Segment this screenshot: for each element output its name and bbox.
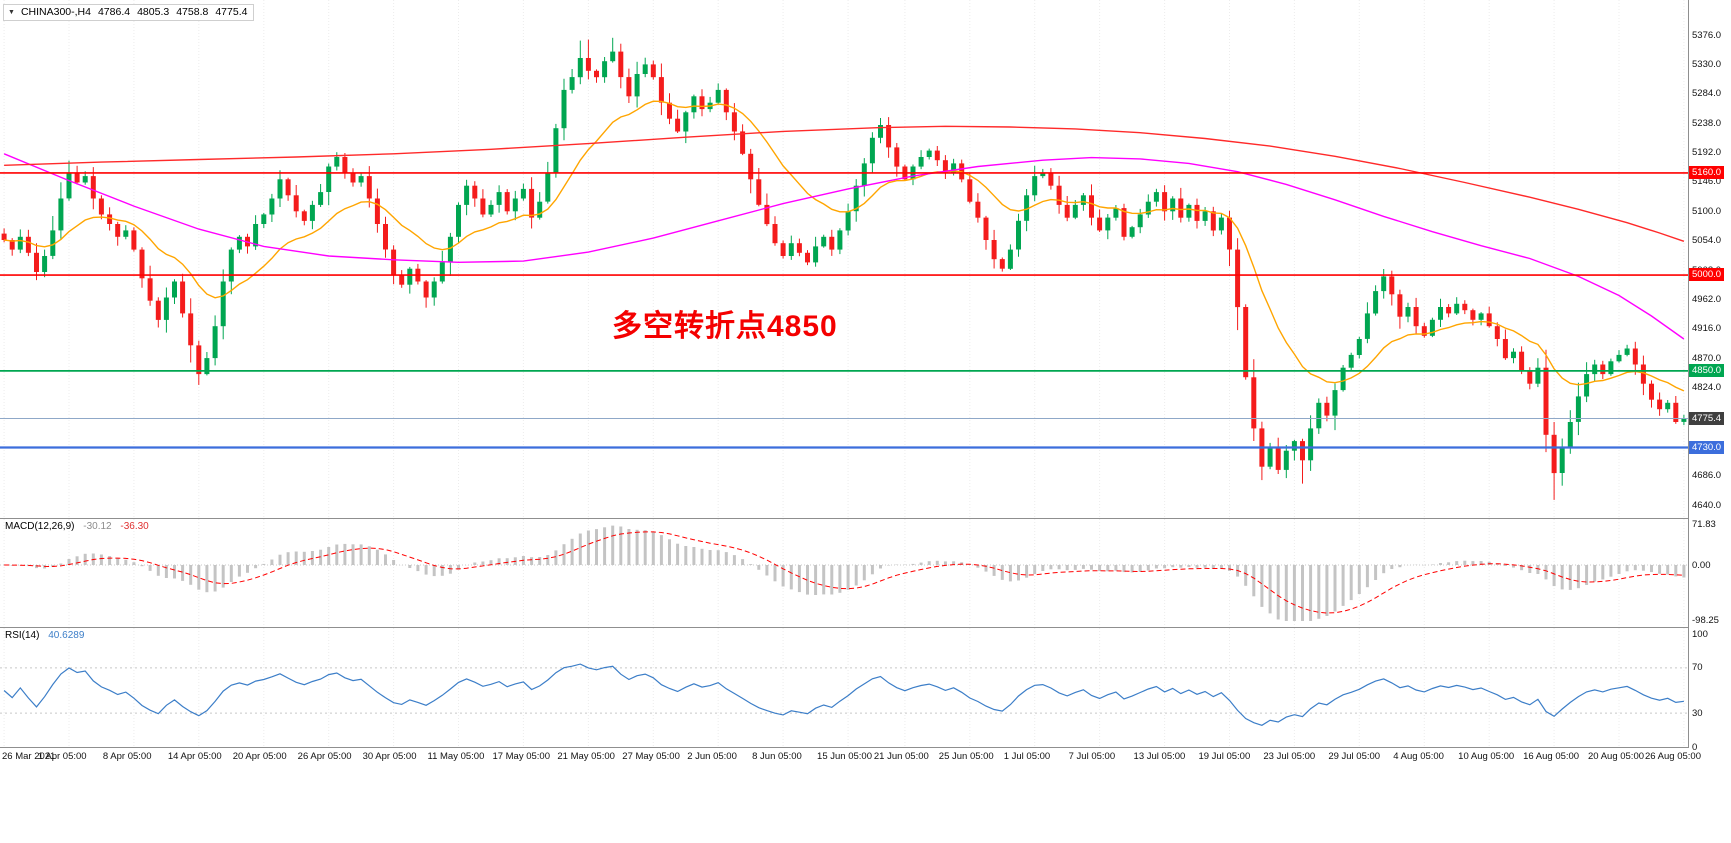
level-price-label: 4850.0 xyxy=(1689,363,1725,377)
rsi-tick-label: 100 xyxy=(1692,628,1708,640)
time-axis-label: 10 Aug 05:00 xyxy=(1458,751,1515,762)
macd-tick-label: 71.83 xyxy=(1692,519,1716,531)
time-axis-label: 8 Jun 05:00 xyxy=(752,751,802,762)
grid-lines xyxy=(3,519,1685,627)
time-axis-label: 16 Aug 05:00 xyxy=(1523,751,1580,762)
rsi-timeaxis-divider xyxy=(0,747,1688,748)
price-tick-label: 5192.0 xyxy=(1692,147,1722,158)
current-price-label: 4775.4 xyxy=(1689,411,1725,425)
time-axis-label: 23 Jul 05:00 xyxy=(1263,751,1316,762)
time-axis-label: 8 Apr 05:00 xyxy=(102,751,152,762)
symbol-dropdown-icon[interactable]: ▼ xyxy=(8,8,15,16)
time-axis[interactable]: 26 Mar 2021 1 Apr 05:00 8 Apr 05:00 14 Apr … xyxy=(0,748,1701,768)
price-tick-label: 4870.0 xyxy=(1692,352,1722,364)
time-axis-label: 26 Apr 05:00 xyxy=(297,751,352,762)
time-axis-label: 1 Jul 05:00 xyxy=(1003,751,1051,762)
time-axis-label: 25 Jun 05:00 xyxy=(938,751,994,762)
macd-histogram xyxy=(10,525,1686,621)
grid-lines xyxy=(3,628,1685,747)
symbol-header[interactable]: ▼ CHINA300-,H4 4786.4 4805.3 4758.8 4775… xyxy=(3,4,255,21)
ma-mid-line[interactable] xyxy=(3,153,1685,340)
level-price-label: 4730.0 xyxy=(1689,440,1725,454)
grid-lines xyxy=(3,0,1685,518)
time-axis-label: 26 Aug 05:00 xyxy=(1645,751,1701,762)
time-axis-label: 13 Jul 05:00 xyxy=(1133,751,1186,762)
ma-fast-line[interactable] xyxy=(4,100,1685,392)
price-tick-label: 4640.0 xyxy=(1692,499,1722,511)
rsi-indicator-label: RSI(14) 40.6289 xyxy=(5,630,84,641)
price-tick-label: 5238.0 xyxy=(1692,117,1722,129)
ohlc-high: 4805.3 xyxy=(137,6,170,18)
time-axis-label: 7 Jul 05:00 xyxy=(1068,751,1116,762)
price-tick-label: 4824.0 xyxy=(1692,382,1722,393)
time-axis-label: 17 May 05:00 xyxy=(492,751,551,762)
main-chart-canvas[interactable] xyxy=(0,0,1688,518)
macd-chart-canvas[interactable] xyxy=(0,519,1688,627)
level-price-label: 5160.0 xyxy=(1689,165,1725,179)
time-axis-label: 21 May 05:00 xyxy=(557,751,615,762)
rsi-chart-canvas[interactable] xyxy=(0,628,1688,747)
time-axis-label: 26 Mar 2021 xyxy=(2,751,56,762)
price-tick-label: 5054.0 xyxy=(1692,235,1722,247)
rsi-line[interactable] xyxy=(3,663,1684,726)
macd-tick-label: 0.00 xyxy=(1692,559,1711,571)
price-tick-label: 5376.0 xyxy=(1692,29,1722,41)
time-axis-label: 20 Aug 05:00 xyxy=(1588,751,1645,762)
price-tick-label: 4962.0 xyxy=(1692,293,1722,305)
candlesticks xyxy=(1,37,1687,500)
price-axis-divider xyxy=(1688,0,1689,748)
rsi-value-axis[interactable]: 100 70 30 0 xyxy=(1689,628,1731,753)
chart-annotation-text: 多空转折点4850 xyxy=(612,310,838,343)
price-tick-label: 4916.0 xyxy=(1692,323,1722,335)
rsi-tick-label: 0 xyxy=(1692,741,1698,753)
time-axis-label: 14 Apr 05:00 xyxy=(167,751,222,762)
price-tick-label: 5330.0 xyxy=(1692,58,1722,70)
time-axis-label: 21 Jun 05:00 xyxy=(873,751,929,762)
ohlc-close: 4775.4 xyxy=(215,6,248,18)
time-axis-label: 2 Jun 05:00 xyxy=(687,751,737,762)
time-axis-label: 11 May 05:00 xyxy=(427,751,485,762)
macd-tick-label: -98.25 xyxy=(1692,614,1719,626)
symbol-title: CHINA300-,H4 xyxy=(20,6,91,18)
time-axis-label: 15 Jun 05:00 xyxy=(817,751,872,762)
price-tick-label: 5146.0 xyxy=(1692,176,1722,188)
ohlc-low: 4758.8 xyxy=(176,6,209,18)
macd-value-axis[interactable]: 71.83 0.00 -98.25 xyxy=(1689,519,1731,627)
ma-slow-line[interactable] xyxy=(4,125,1685,242)
rsi-value: 40.6289 xyxy=(48,630,85,641)
time-axis-label: 30 Apr 05:00 xyxy=(362,751,417,762)
main-price-axis[interactable]: 5376.0 5330.0 5284.0 5238.0 5192.0 5146.0 5100… xyxy=(1689,0,1731,518)
time-axis-label: 29 Jul 05:00 xyxy=(1328,751,1381,762)
time-axis-label: 20 Apr 05:00 xyxy=(232,751,287,762)
main-macd-divider[interactable] xyxy=(0,518,1688,519)
macd-rsi-divider[interactable] xyxy=(0,627,1688,628)
rsi-name: RSI(14) xyxy=(5,630,40,641)
macd-indicator-label: MACD(12,26,9) -30.12 -36.30 xyxy=(5,521,149,532)
macd-signal-value: -36.30 xyxy=(120,521,149,532)
price-tick-label: 5284.0 xyxy=(1692,88,1722,100)
time-axis-label: 27 May 05:00 xyxy=(622,751,680,762)
time-axis-label: 19 Jul 05:00 xyxy=(1198,751,1251,762)
ohlc-open: 4786.4 xyxy=(97,6,131,18)
rsi-tick-label: 70 xyxy=(1692,662,1703,674)
macd-name: MACD(12,26,9) xyxy=(5,521,75,532)
macd-signal-line[interactable] xyxy=(4,531,1684,614)
macd-main-value: -30.12 xyxy=(83,521,112,532)
rsi-tick-label: 30 xyxy=(1692,707,1703,719)
price-tick-label: 5100.0 xyxy=(1692,205,1722,217)
price-tick-label: 4686.0 xyxy=(1692,470,1722,482)
level-price-label: 5000.0 xyxy=(1689,268,1725,282)
time-axis-label: 1 Apr 05:00 xyxy=(37,751,87,762)
time-axis-label: 4 Aug 05:00 xyxy=(1393,751,1444,762)
